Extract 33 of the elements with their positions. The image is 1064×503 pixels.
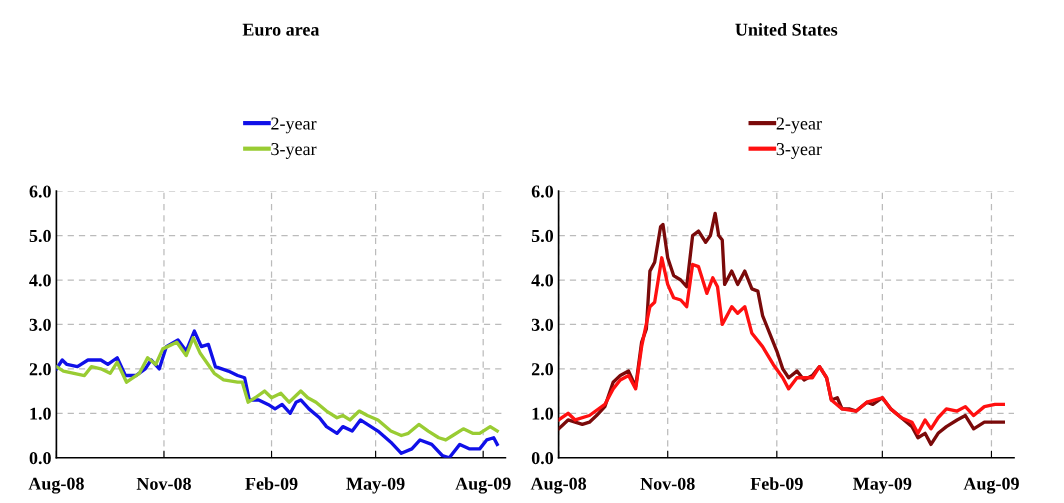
y-tick-label: 5.0	[29, 229, 51, 243]
y-tick-label: 2.0	[29, 363, 51, 376]
x-tick-label: Aug-09	[963, 477, 1019, 494]
chart-title: Euro area	[242, 23, 320, 36]
x-tick-label: Nov-08	[136, 477, 191, 490]
y-tick-label: 3.0	[531, 318, 554, 331]
legend-label: 2-year	[776, 117, 822, 134]
x-tick-label: Feb-09	[750, 477, 803, 490]
y-tick-label: 6.0	[29, 185, 51, 198]
y-tick-label: 4.0	[531, 274, 554, 287]
y-tick-label: 6.0	[531, 185, 554, 198]
y-tick-label: 0.0	[29, 451, 51, 465]
x-tick-label: May-09	[853, 477, 912, 494]
x-tick-label: Aug-08	[530, 477, 587, 494]
x-tick-label: Nov-08	[640, 477, 695, 490]
chart-title: United States	[735, 23, 838, 36]
y-tick-label: 5.0	[531, 229, 554, 243]
legend-label: 3-year	[776, 143, 822, 159]
y-tick-label: 4.0	[29, 274, 51, 287]
legend-label: 2-year	[271, 117, 317, 134]
y-tick-label: 3.0	[29, 318, 51, 331]
legend-label: 3-year	[271, 143, 317, 159]
x-tick-label: Feb-09	[245, 477, 298, 490]
line-series	[558, 256, 1005, 435]
line-series	[56, 336, 499, 442]
y-tick-label: 1.0	[30, 407, 51, 420]
y-tick-label: 0.0	[531, 451, 554, 465]
y-tick-label: 1.0	[532, 407, 554, 420]
line-series	[56, 329, 499, 458]
y-tick-label: 2.0	[531, 363, 554, 376]
x-tick-label: Aug-08	[28, 477, 84, 494]
x-tick-label: Aug-09	[455, 477, 511, 494]
x-tick-label: May-09	[346, 477, 405, 494]
